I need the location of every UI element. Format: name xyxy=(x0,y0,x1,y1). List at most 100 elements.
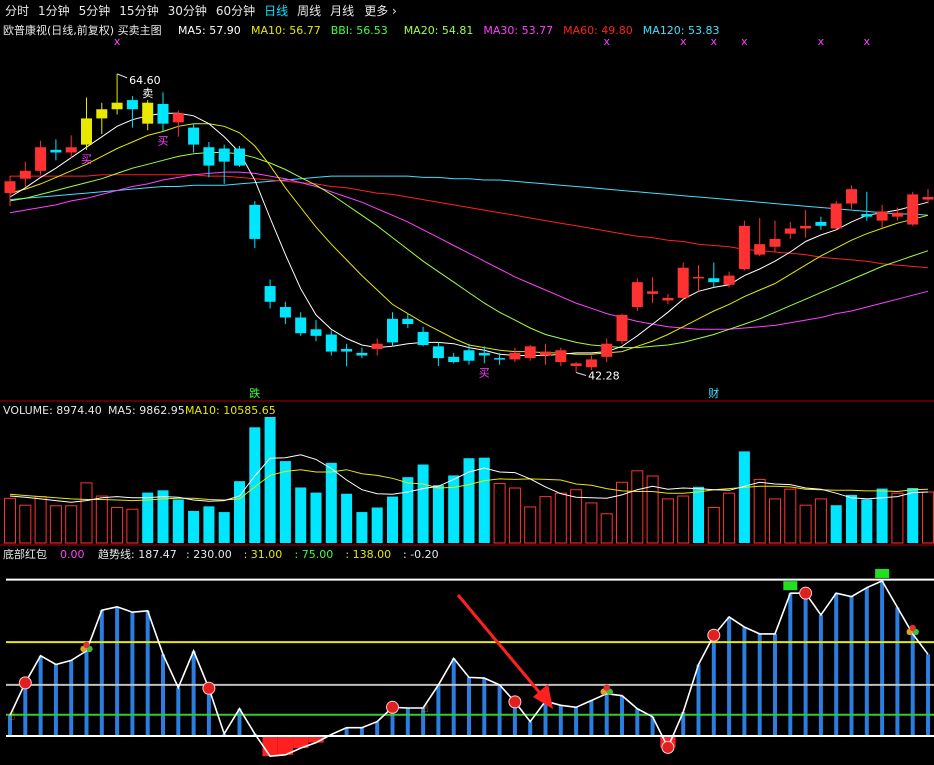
volume-bar xyxy=(126,508,139,544)
high-price-label: 64.60 xyxy=(129,74,161,87)
tab-period-2[interactable]: 5分钟 xyxy=(78,4,111,18)
volume-bar xyxy=(784,488,797,544)
volume-bar xyxy=(218,512,230,543)
indicator-label-3: MA20: 54.81 xyxy=(404,24,474,37)
volume-bar xyxy=(203,506,215,543)
candle-body xyxy=(585,359,597,368)
trend-bar xyxy=(574,707,579,736)
volume-bar xyxy=(646,475,659,544)
event-x-marker: x xyxy=(741,35,748,48)
candle-body xyxy=(279,307,291,318)
tab-period-0[interactable]: 分时 xyxy=(5,4,30,18)
tab-period-1[interactable]: 1分钟 xyxy=(38,4,70,18)
cluster-marker xyxy=(909,624,916,632)
candle-body xyxy=(249,204,261,239)
trend-bar xyxy=(436,684,441,736)
tab-period-8[interactable]: 月线 xyxy=(330,4,355,18)
bottom-signal-ball xyxy=(18,676,32,690)
candle-body xyxy=(218,148,230,162)
volume-bar xyxy=(19,504,32,544)
annotation-arrow-head xyxy=(533,684,553,709)
candle-body xyxy=(509,352,521,360)
candle-body xyxy=(647,291,659,294)
volume-bar xyxy=(95,495,108,544)
tab-period-3[interactable]: 15分钟 xyxy=(119,4,159,18)
trend-bar xyxy=(69,660,74,736)
volume-bar xyxy=(3,497,17,544)
signal-label: 买 xyxy=(479,366,490,379)
candle-body xyxy=(325,334,337,352)
trend-negative-fill xyxy=(293,735,309,749)
trend-bar xyxy=(115,606,120,736)
volume-bar xyxy=(295,487,307,543)
volume-bar xyxy=(463,458,475,543)
volume-bar xyxy=(371,507,383,543)
price-bottom-tag: 财 xyxy=(708,386,719,400)
volume-bar xyxy=(861,499,873,543)
trend-bar xyxy=(130,612,135,736)
tab-period-6[interactable]: 日线 xyxy=(264,4,289,18)
candle-body xyxy=(65,147,77,153)
stock-chart: 欧普康视(日线,前复权) 买卖主图 MA5: 57.90 MA10: 56.77 BB… xyxy=(0,21,934,765)
signal-label: 卖 xyxy=(142,87,153,100)
candle-body xyxy=(539,351,552,356)
trend-bar xyxy=(895,607,900,736)
tab-period-5[interactable]: 60分钟 xyxy=(215,4,256,18)
candle-body xyxy=(800,225,812,229)
trend-bar xyxy=(421,707,426,736)
candle-body xyxy=(233,148,246,166)
volume-bar xyxy=(65,505,78,544)
volume-bar xyxy=(907,488,919,543)
trend-bar xyxy=(558,705,563,736)
bottom-signal-ball xyxy=(508,695,522,709)
candle-body xyxy=(738,225,750,270)
event-x-marker: x xyxy=(680,35,687,48)
volume-bar xyxy=(432,485,444,543)
volume-bar xyxy=(417,464,429,543)
bottom-signal-ball xyxy=(799,586,813,600)
candle-body xyxy=(677,267,689,298)
peak-marker xyxy=(875,568,890,578)
candle-body xyxy=(157,104,169,124)
trend-bar xyxy=(145,610,150,736)
candle-body xyxy=(922,197,934,200)
candle-body xyxy=(310,329,322,336)
candle-body xyxy=(845,189,858,204)
more-button[interactable]: 更多 › xyxy=(364,2,397,19)
candle-body xyxy=(172,113,184,123)
volume-bar xyxy=(279,461,291,543)
volume-bar xyxy=(49,505,62,544)
candle-body xyxy=(708,278,720,283)
volume-bar xyxy=(249,427,261,543)
tab-period-7[interactable]: 周线 xyxy=(297,4,322,18)
volume-bar xyxy=(508,487,521,544)
more-label: 更多 xyxy=(364,4,389,18)
trend-bar xyxy=(926,654,930,736)
chevron-right-icon: › xyxy=(388,4,397,18)
tab-period-4[interactable]: 30分钟 xyxy=(167,4,207,18)
volume-ma10-label: MA10: 10585.65 xyxy=(185,404,276,417)
trend-panel-value: 0.00 xyxy=(60,548,85,561)
volume-bar xyxy=(478,457,490,543)
volume-bar xyxy=(386,496,399,543)
candle-body xyxy=(50,149,62,153)
trend-bar xyxy=(8,715,12,736)
ma20-line xyxy=(9,152,929,349)
candle-body xyxy=(356,352,368,356)
cluster-marker xyxy=(603,684,610,691)
candle-body xyxy=(448,356,460,363)
volume-bar xyxy=(891,492,904,544)
volume-bar xyxy=(341,493,353,543)
volume-bar xyxy=(845,494,858,543)
trend-bar xyxy=(818,614,823,736)
candle-body xyxy=(830,203,842,229)
candle-body xyxy=(142,102,154,124)
volume-bar xyxy=(325,462,337,543)
candle-body xyxy=(203,147,215,166)
trend-bar xyxy=(344,727,349,736)
indicator-label-0: MA5: 57.90 xyxy=(178,24,241,37)
candle-body xyxy=(861,214,873,217)
chart-background xyxy=(0,21,934,765)
volume-bar xyxy=(539,496,552,544)
volume-bar xyxy=(356,512,368,543)
